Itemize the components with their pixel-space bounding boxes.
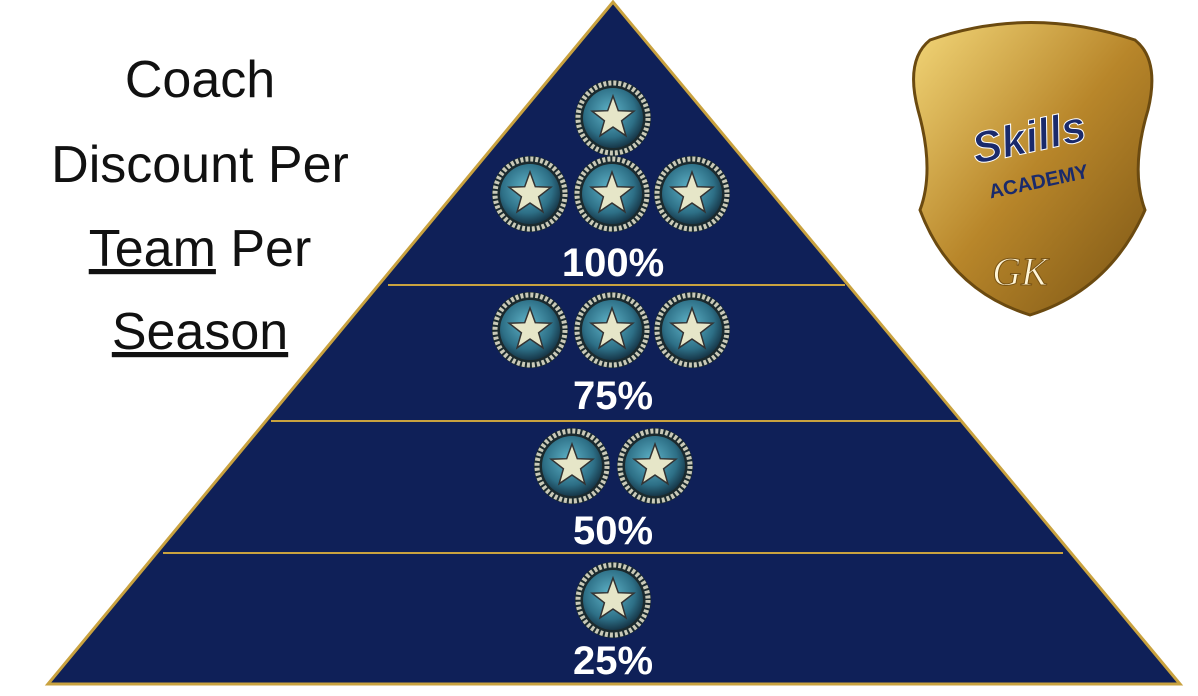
title-word: Team: [89, 220, 216, 278]
coin-rope: [492, 292, 568, 368]
logo-shield: [912, 21, 1154, 317]
coin-rope: [574, 292, 650, 368]
coin-star: [669, 305, 715, 350]
coin-star: [507, 169, 553, 214]
title-line: Season: [112, 303, 288, 361]
coin-rope: [492, 156, 568, 232]
star-icon: [575, 562, 651, 638]
star-icon: [534, 428, 610, 504]
star-icon: [654, 156, 730, 232]
star-icon: [575, 80, 651, 156]
tier-label: 50%: [573, 509, 653, 553]
coin-rope: [574, 156, 650, 232]
coin-star: [549, 441, 595, 486]
coin-star: [507, 305, 553, 350]
coin-rope: [654, 156, 730, 232]
title-word: Per: [230, 220, 311, 278]
coin-star: [589, 169, 635, 214]
tier-label: 25%: [573, 639, 653, 683]
coin-star: [589, 305, 635, 350]
logo: Skills ACADEMY GK: [912, 21, 1154, 317]
star-icon: [654, 292, 730, 368]
logo-mark: GK: [992, 249, 1050, 294]
coin-star: [632, 441, 678, 486]
title-line: Team Per: [89, 220, 312, 278]
title-line: Coach: [125, 51, 275, 109]
coin-rope: [575, 562, 651, 638]
star-icon: [574, 156, 650, 232]
coin-rope: [617, 428, 693, 504]
star-icon: [492, 156, 568, 232]
star-icon: [574, 292, 650, 368]
tier-label: 100%: [562, 241, 664, 285]
title-line: Discount Per: [51, 136, 349, 194]
coin-rope: [654, 292, 730, 368]
coin-star: [590, 93, 636, 138]
star-icon: [617, 428, 693, 504]
tier-label: 75%: [573, 374, 653, 418]
star-icon: [492, 292, 568, 368]
star-icons: [492, 80, 730, 638]
coin-rope: [534, 428, 610, 504]
coin-star: [590, 575, 636, 620]
coin-star: [669, 169, 715, 214]
coin-rope: [575, 80, 651, 156]
